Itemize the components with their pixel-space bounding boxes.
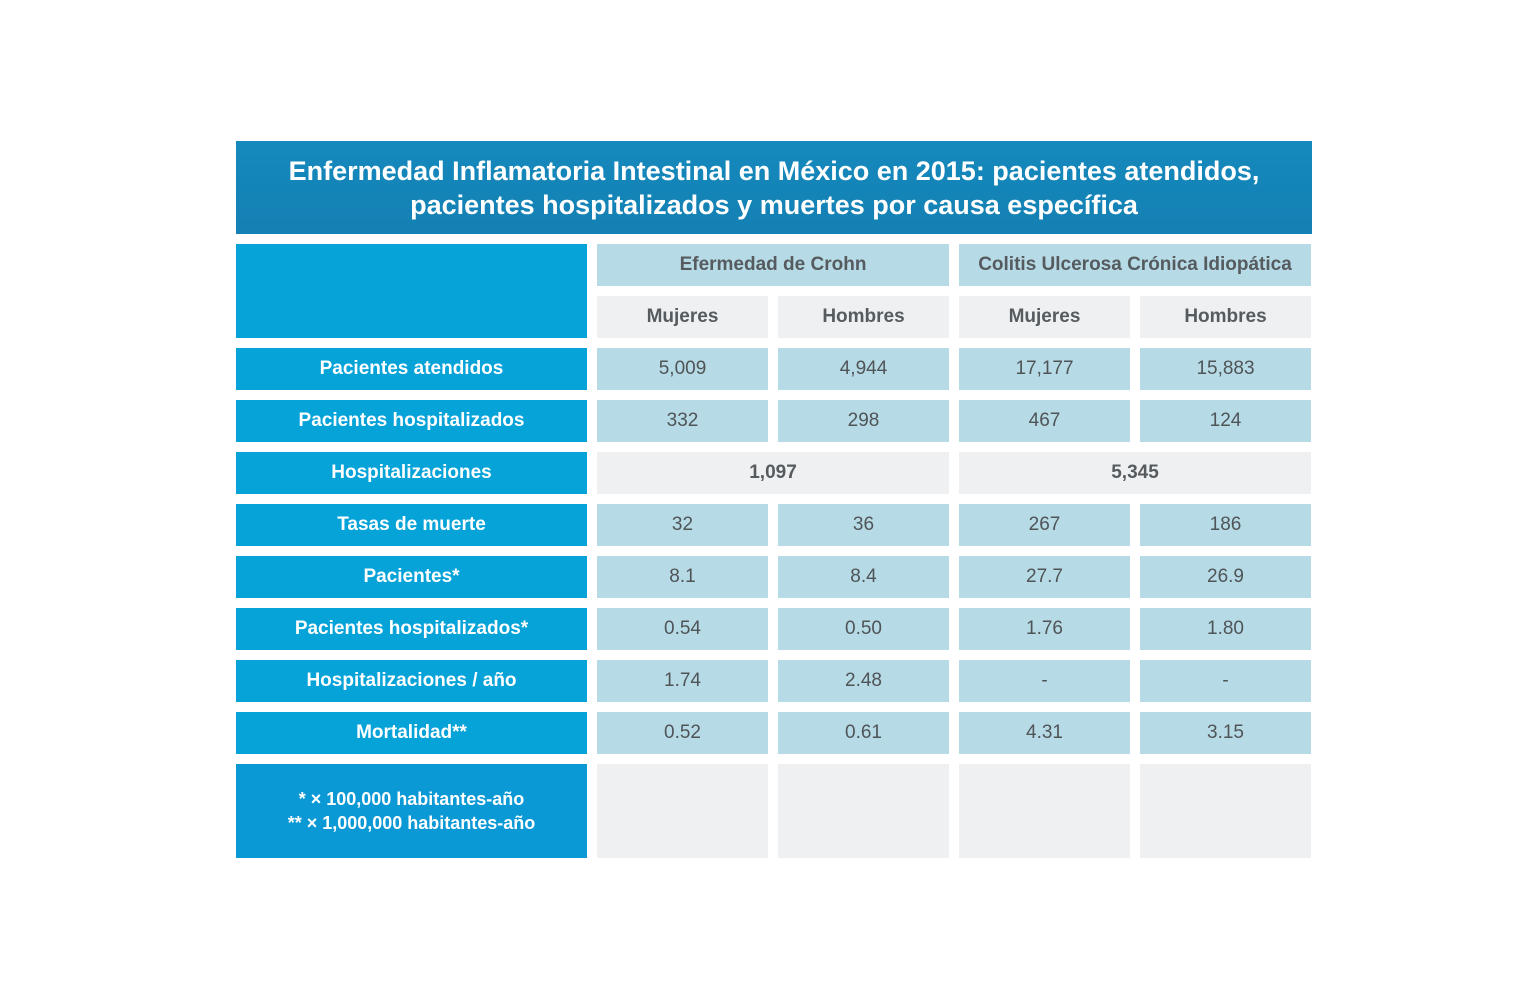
table-cell: 1.80 [1140,608,1311,650]
table-cell: 332 [597,400,768,442]
title-line-1: Enfermedad Inflamatoria Intestinal en Mé… [288,155,1260,186]
row-label: Pacientes hospitalizados* [236,608,587,650]
empty-cell [1140,764,1311,858]
table-cell: 186 [1140,504,1311,546]
table-cell: 36 [778,504,949,546]
row-label: Hospitalizaciones / año [236,660,587,702]
table-cell: 1.74 [597,660,768,702]
table-cell: - [959,660,1130,702]
table-cell: 298 [778,400,949,442]
subheader-cuci-hombres: Hombres [1140,296,1311,338]
table-cell: 8.4 [778,556,949,598]
table-cell: 124 [1140,400,1311,442]
table-cell: 17,177 [959,348,1130,390]
table-cell: 467 [959,400,1130,442]
table-cell: 15,883 [1140,348,1311,390]
row-label: Mortalidad** [236,712,587,754]
merged-cell-cuci: 5,345 [959,452,1311,494]
table-cell: 5,009 [597,348,768,390]
group-header-crohn: Efermedad de Crohn [597,244,949,286]
title-line-2: pacientes hospitalizados y muertes por c… [410,189,1138,220]
empty-cell [959,764,1130,858]
row-label: Pacientes* [236,556,587,598]
table-cell: 1.76 [959,608,1130,650]
empty-cell [778,764,949,858]
row-label: Pacientes hospitalizados [236,400,587,442]
table-cell: 27.7 [959,556,1130,598]
empty-cell [597,764,768,858]
table-cell: 0.52 [597,712,768,754]
group-header-cuci: Colitis Ulcerosa Crónica Idiopática [959,244,1311,286]
table-cell: 2.48 [778,660,949,702]
subheader-cuci-mujeres: Mujeres [959,296,1130,338]
table-cell: 32 [597,504,768,546]
corner-cell [236,244,587,338]
table-cell: 26.9 [1140,556,1311,598]
subheader-crohn-hombres: Hombres [778,296,949,338]
table-cell: 0.50 [778,608,949,650]
data-table: Efermedad de Crohn Colitis Ulcerosa Crón… [236,244,1312,858]
table-cell: 4.31 [959,712,1130,754]
row-label: Pacientes atendidos [236,348,587,390]
footnote-2: ** × 1,000,000 habitantes-año [287,813,536,833]
row-label: Hospitalizaciones [236,452,587,494]
table-cell: 0.61 [778,712,949,754]
table-cell: 3.15 [1140,712,1311,754]
table-cell: 4,944 [778,348,949,390]
table-cell: 0.54 [597,608,768,650]
footnotes: * × 100,000 habitantes-año ** × 1,000,00… [236,764,587,858]
row-label: Tasas de muerte [236,504,587,546]
table-cell: 267 [959,504,1130,546]
merged-cell-crohn: 1,097 [597,452,949,494]
footnote-1: * × 100,000 habitantes-año [298,789,525,809]
table-cell: 8.1 [597,556,768,598]
table-cell: - [1140,660,1311,702]
table-figure: Enfermedad Inflamatoria Intestinal en Mé… [236,141,1312,858]
table-title: Enfermedad Inflamatoria Intestinal en Mé… [236,141,1312,234]
subheader-crohn-mujeres: Mujeres [597,296,768,338]
